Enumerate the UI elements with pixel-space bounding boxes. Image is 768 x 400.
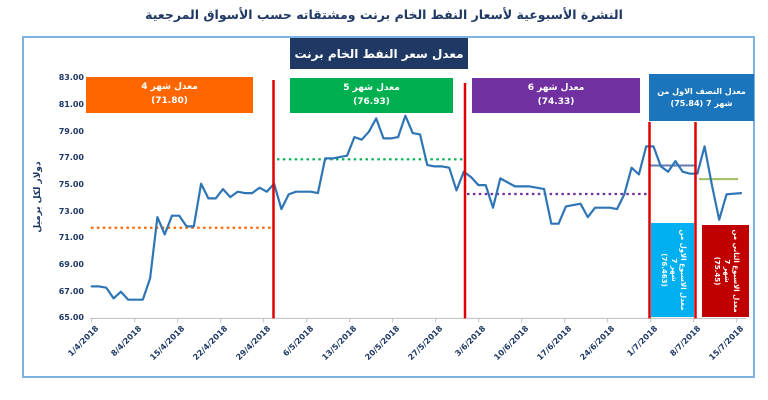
page-title: النشرة الأسبوعية لأسعار النفط الخام برنت… xyxy=(145,7,623,22)
month-average-box: معدل النصف الاول من شهر 7 (75.84) xyxy=(649,74,754,121)
week-average-box: معدل الاسبوع الاول من شهر 7 (76.463) xyxy=(651,223,694,317)
price-line xyxy=(90,114,743,301)
chart-title: معدل سعر النفط الخام برنت xyxy=(290,38,468,69)
x-axis-line xyxy=(90,317,746,323)
month-average-box: معدل شهر 6 (74.33) xyxy=(472,78,640,113)
month-average-label: معدل النصف الاول من xyxy=(657,86,746,96)
week-average-label: معدل الاسبوع الثاني من شهر 7 (75.45) xyxy=(712,229,740,313)
y-axis-title: دولار لكل برميل xyxy=(33,161,43,233)
month-average-label: معدل شهر 6 xyxy=(527,82,585,93)
y-axis-label: 79.00 xyxy=(58,126,84,136)
month-average-label: معدل شهر 5 xyxy=(343,82,400,93)
y-axis-label: 81.00 xyxy=(58,100,84,110)
month-average-label: شهر 7 (75.84) xyxy=(670,98,733,108)
y-axis-label: 71.00 xyxy=(58,233,84,243)
week-average-label: معدل الاسبوع الاول من شهر 7 (76.463) xyxy=(659,229,687,311)
month-average-label: (74.33) xyxy=(537,96,575,107)
month-average-box: معدل شهر 4 (71.80) xyxy=(86,77,253,113)
week-average-box: معدل الاسبوع الثاني من شهر 7 (75.45) xyxy=(702,225,749,317)
y-axis-label: 73.00 xyxy=(58,206,84,216)
month-average-label: (76.93) xyxy=(353,96,390,107)
month-average-label: (71.80) xyxy=(151,96,188,106)
y-axis-label: 69.00 xyxy=(58,260,84,270)
y-axis-label: 65.00 xyxy=(58,313,84,323)
y-axis-label: 77.00 xyxy=(58,153,84,163)
month-average-box: معدل شهر 5 (76.93) xyxy=(290,78,453,113)
y-axis-label: 83.00 xyxy=(58,73,84,83)
month-average-label: معدل شهر 4 xyxy=(141,82,198,93)
y-axis-label: 67.00 xyxy=(58,286,84,296)
y-axis-label: 75.00 xyxy=(58,180,84,190)
